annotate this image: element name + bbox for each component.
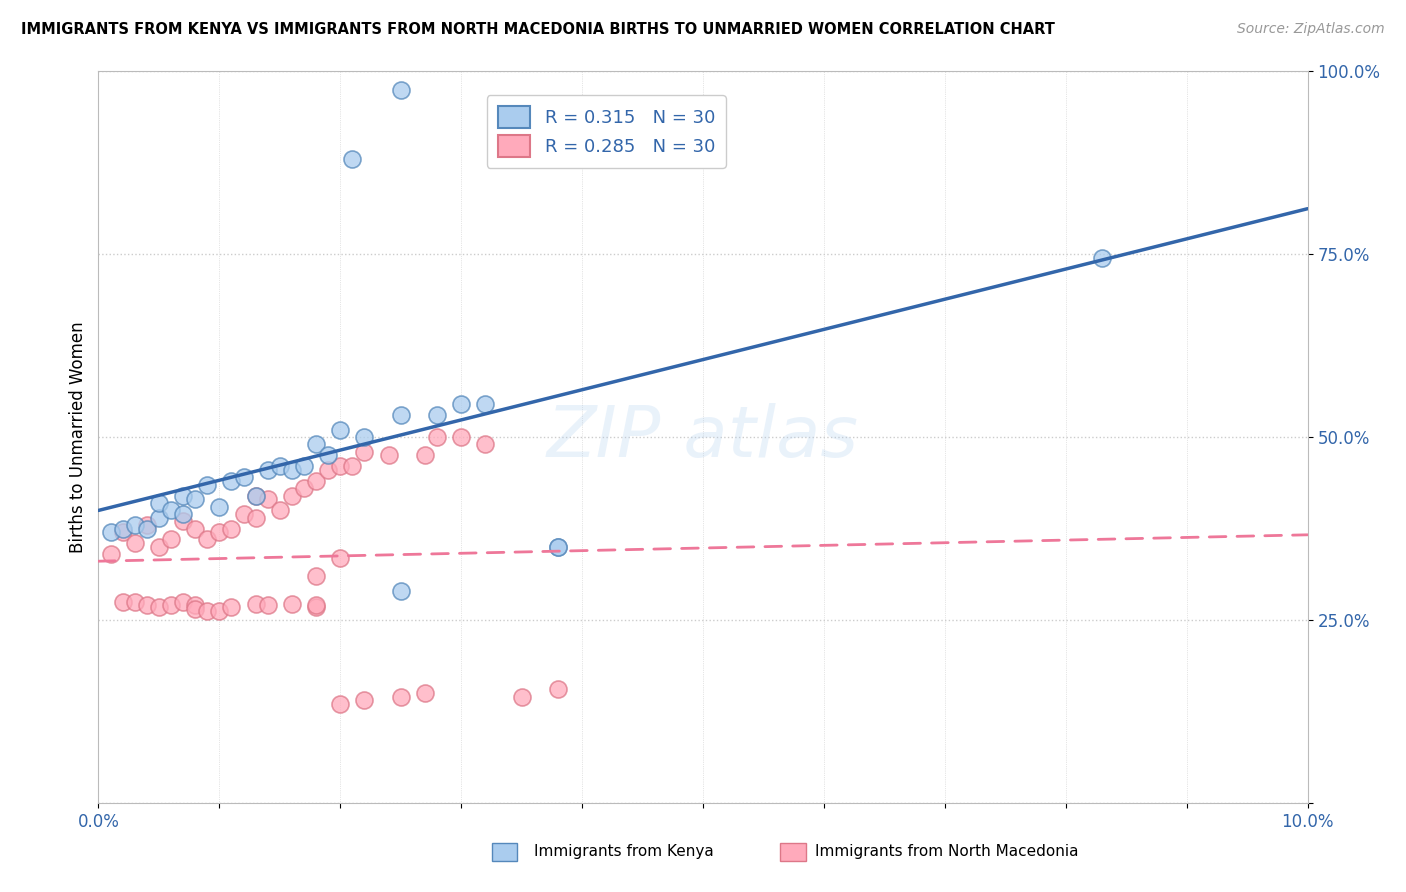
Point [100,525,122,540]
Point [353,444,375,458]
Point [329,550,352,565]
Point [148,599,170,614]
Point [245,510,267,524]
Point [172,594,194,608]
Point [389,690,412,704]
Text: IMMIGRANTS FROM KENYA VS IMMIGRANTS FROM NORTH MACEDONIA BIRTHS TO UNMARRIED WOM: IMMIGRANTS FROM KENYA VS IMMIGRANTS FROM… [21,22,1054,37]
Point [111,525,134,540]
Point [316,448,339,462]
Point [172,489,194,503]
Point [208,604,231,618]
Point [208,500,231,514]
Point [135,599,157,613]
Point [281,463,304,477]
Point [111,594,134,608]
Legend: R = 0.315   N = 30, R = 0.285   N = 30: R = 0.315 N = 30, R = 0.285 N = 30 [486,95,725,168]
Point [292,459,315,474]
Point [305,599,328,613]
Point [245,597,267,611]
Point [160,533,183,547]
Point [329,423,352,437]
Point [474,437,496,451]
Point [547,540,569,554]
Text: Source: ZipAtlas.com: Source: ZipAtlas.com [1237,22,1385,37]
Point [547,540,569,554]
Point [281,489,304,503]
Point [111,521,134,535]
Point [305,599,328,614]
Point [195,604,218,618]
Point [450,430,472,444]
Point [160,599,183,613]
Point [124,594,146,608]
Text: Immigrants from Kenya: Immigrants from Kenya [534,845,714,859]
Point [353,430,375,444]
Point [1091,251,1114,265]
Point [377,448,399,462]
Point [292,481,315,495]
Point [450,397,472,411]
Text: Immigrants from North Macedonia: Immigrants from North Macedonia [815,845,1078,859]
Point [353,693,375,707]
Point [232,470,254,484]
Point [413,448,436,462]
Point [329,459,352,474]
Point [547,682,569,697]
Point [184,599,207,613]
Point [474,397,496,411]
Point [256,599,278,613]
Point [135,521,157,535]
Point [413,686,436,700]
Point [135,517,157,532]
Point [221,521,243,535]
Point [195,533,218,547]
Point [256,492,278,507]
Point [389,83,412,97]
Point [256,463,278,477]
Point [184,602,207,616]
Point [426,430,449,444]
Point [221,474,243,488]
Point [269,459,291,474]
Point [195,477,218,491]
Point [172,507,194,521]
Point [184,521,207,535]
Point [124,536,146,550]
Point [269,503,291,517]
Point [160,503,183,517]
Y-axis label: Births to Unmarried Women: Births to Unmarried Women [69,321,87,553]
Point [232,507,254,521]
Text: ZIP atlas: ZIP atlas [547,402,859,472]
Point [316,463,339,477]
Point [172,514,194,528]
Point [342,152,364,166]
Point [148,540,170,554]
Point [245,489,267,503]
Point [124,517,146,532]
Point [208,525,231,540]
Point [342,459,364,474]
Point [245,489,267,503]
Point [100,547,122,561]
Point [305,437,328,451]
Point [389,583,412,598]
Point [148,510,170,524]
Point [510,690,533,704]
Point [281,597,304,611]
Point [221,599,243,614]
Point [389,408,412,422]
Point [148,496,170,510]
Point [329,697,352,711]
Point [305,569,328,583]
Point [426,408,449,422]
Point [305,474,328,488]
Point [184,492,207,507]
